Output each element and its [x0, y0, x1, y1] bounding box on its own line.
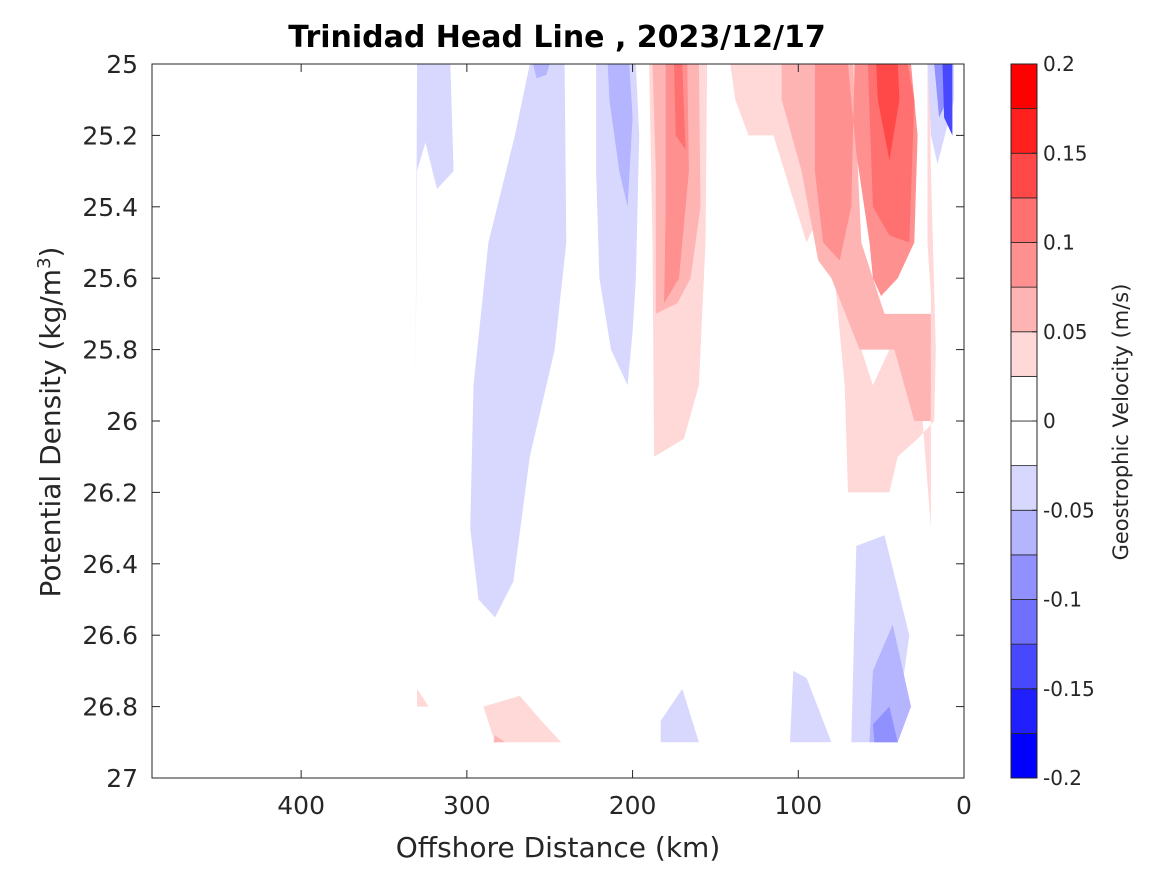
y-axis-label-main: Potential Density (kg/m: [34, 269, 67, 598]
y-tick-label: 25.4: [82, 193, 138, 222]
colorbar-swatch: [1010, 63, 1038, 110]
x-tick-label: 0: [956, 791, 972, 820]
contour-region-8: [674, 64, 686, 150]
x-tick-label: 400: [277, 791, 325, 820]
contour-region-2: [533, 64, 550, 79]
colorbar-swatch: [1010, 420, 1038, 467]
x-tick-label: 300: [443, 791, 491, 820]
contour-region-4: [607, 64, 633, 207]
colorbar-tick-label: 0.05: [1043, 320, 1088, 344]
colorbar-tick-label: 0.1: [1043, 231, 1075, 255]
colorbar-tick-label: 0: [1043, 409, 1056, 433]
contour-region-20: [790, 670, 832, 743]
y-axis: 25 25.2 25.4 25.6 25.8 26 26.2 26.4 26.6 26.8 27: [82, 50, 964, 793]
colorbar-tick-label: 0.2: [1043, 52, 1075, 76]
colorbar-swatch: [1010, 465, 1038, 511]
contour-layer: [415, 64, 955, 743]
colorbar-swatch: [1010, 286, 1038, 333]
contour-region-19: [872, 706, 898, 743]
contour-region-16: [942, 64, 953, 136]
colorbar-swatch: [1010, 599, 1038, 645]
y-tick-label: 26.2: [82, 478, 138, 507]
contour-region-24: [417, 688, 429, 707]
contour-region-12: [867, 64, 915, 243]
colorbar-swatch: [1010, 375, 1038, 422]
colorbar-swatch: [1010, 643, 1038, 690]
y-axis-label-close: ): [34, 247, 67, 258]
colorbar-swatch: [1010, 732, 1038, 779]
colorbar-tick-label: -0.15: [1043, 677, 1095, 701]
y-tick-label: 26.6: [82, 621, 138, 650]
y-tick-label: 25.8: [82, 336, 138, 365]
colorbar-tick-label: -0.1: [1043, 588, 1082, 612]
y-tick-label: 25.2: [82, 121, 138, 150]
y-tick-label: 26.8: [82, 693, 138, 722]
y-tick-label: 26.4: [82, 550, 138, 579]
chart-title: Trinidad Head Line , 2023/12/17: [288, 20, 825, 55]
colorbar-swatch: [1010, 197, 1038, 243]
colorbar-swatch: [1010, 242, 1038, 288]
x-axis-label: Offshore Distance (km): [396, 831, 721, 864]
contour-region-18: [869, 624, 911, 743]
x-tick-label: 100: [774, 791, 822, 820]
y-axis-label: Potential Density (kg/m3): [34, 247, 68, 598]
colorbar-label: Geostrophic Velocity (m/s): [1109, 284, 1133, 561]
colorbar-swatch: [1010, 509, 1038, 556]
contour-region-13: [876, 64, 900, 161]
contour-region-21: [660, 688, 699, 743]
contour-region-23: [493, 735, 505, 743]
colorbar: 0.2 0.15 0.1 0.05 0 -0.05 -0.1 -0.15 -0.2: [1010, 52, 1095, 790]
contour-region-22: [483, 695, 562, 743]
y-axis-label-superscript: 3: [34, 257, 55, 268]
x-axis: 400 300 200 100 0: [277, 64, 972, 820]
colorbar-tick-label: -0.2: [1043, 766, 1082, 790]
colorbar-tick-label: 0.15: [1043, 141, 1088, 165]
colorbar-swatch: [1010, 554, 1038, 600]
contour-region-1: [470, 64, 567, 618]
x-tick-label: 200: [609, 791, 657, 820]
y-tick-label: 27: [106, 764, 138, 793]
colorbar-swatch: [1010, 108, 1038, 154]
colorbar-tick-label: -0.05: [1043, 498, 1095, 522]
colorbar-swatch: [1010, 152, 1038, 199]
y-tick-label: 26: [106, 407, 138, 436]
colorbar-swatch: [1010, 331, 1038, 377]
y-tick-label: 25.6: [82, 264, 138, 293]
y-tick-label: 25: [106, 50, 138, 79]
colorbar-swatch: [1010, 688, 1038, 734]
contour-region-0: [415, 64, 454, 386]
contour-region-9: [730, 64, 936, 529]
